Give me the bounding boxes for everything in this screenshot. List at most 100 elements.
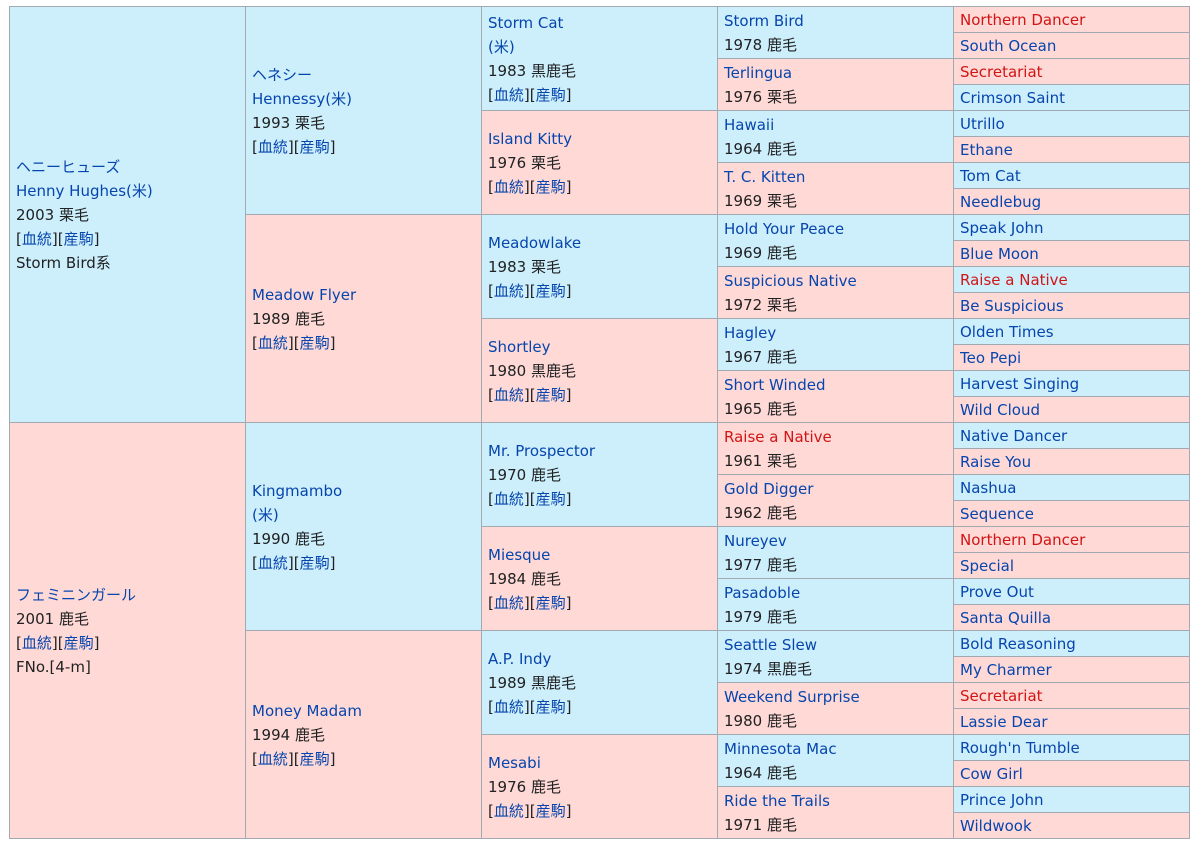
ketto-link[interactable]: 血統 xyxy=(257,137,288,156)
sanku-link[interactable]: 産駒 xyxy=(535,489,566,508)
horse-link[interactable]: Prince John xyxy=(960,790,1044,809)
horse-link-inbred[interactable]: Raise a Native xyxy=(960,270,1068,289)
horse-link[interactable]: Utrillo xyxy=(960,114,1005,133)
horse-link[interactable]: Nureyev xyxy=(724,531,787,550)
horse-link[interactable]: Olden Times xyxy=(960,322,1054,341)
horse-info: 1980 鹿毛 xyxy=(724,711,797,730)
ketto-link[interactable]: 血統 xyxy=(21,633,52,652)
dam-name-link[interactable]: フェミニンガール xyxy=(16,585,137,604)
horse-link[interactable]: Gold Digger xyxy=(724,479,814,498)
ketto-link[interactable]: 血統 xyxy=(493,281,524,300)
horse-link[interactable]: Money Madam xyxy=(252,701,362,720)
horse-link[interactable]: ヘネシー xyxy=(252,65,313,84)
horse-link[interactable]: Harvest Singing xyxy=(960,374,1080,393)
horse-link[interactable]: Wild Cloud xyxy=(960,400,1040,419)
sanku-link[interactable]: 産駒 xyxy=(299,553,330,572)
horse-link[interactable]: (米) xyxy=(488,37,515,56)
horse-link[interactable]: T. C. Kitten xyxy=(724,167,806,186)
horse-link[interactable]: Prove Out xyxy=(960,582,1034,601)
horse-link-inbred[interactable]: Raise a Native xyxy=(724,427,832,446)
horse-link[interactable]: Meadow Flyer xyxy=(252,285,357,304)
horse-link[interactable]: Storm Bird xyxy=(724,11,804,30)
ketto-link[interactable]: 血統 xyxy=(493,85,524,104)
horse-info: 1976 栗毛 xyxy=(488,153,561,172)
ketto-link[interactable]: 血統 xyxy=(21,229,52,248)
horse-link[interactable]: South Ocean xyxy=(960,36,1057,55)
horse-link[interactable]: Bold Reasoning xyxy=(960,634,1076,653)
horse-link-inbred[interactable]: Northern Dancer xyxy=(960,10,1086,29)
horse-link[interactable]: Seattle Slew xyxy=(724,635,818,654)
horse-link[interactable]: Santa Quilla xyxy=(960,608,1052,627)
horse-link[interactable]: Island Kitty xyxy=(488,129,573,148)
horse-link[interactable]: Hawaii xyxy=(724,115,775,134)
horse-link[interactable]: Kingmambo xyxy=(252,481,343,500)
sanku-link[interactable]: 産駒 xyxy=(299,749,330,768)
horse-link[interactable]: Mesabi xyxy=(488,753,541,772)
horse-link[interactable]: Miesque xyxy=(488,545,551,564)
horse-link[interactable]: Needlebug xyxy=(960,192,1042,211)
sanku-link[interactable]: 産駒 xyxy=(535,177,566,196)
g5-cell: Tom Cat xyxy=(953,162,1190,189)
horse-link[interactable]: Wildwook xyxy=(960,816,1032,835)
horse-link[interactable]: Shortley xyxy=(488,337,551,356)
horse-link[interactable]: Ethane xyxy=(960,140,1013,159)
ketto-link[interactable]: 血統 xyxy=(493,801,524,820)
horse-link[interactable]: Weekend Surprise xyxy=(724,687,860,706)
horse-link[interactable]: Be Suspicious xyxy=(960,296,1064,315)
g4-cell: Nureyev 1977 鹿毛 xyxy=(717,526,954,579)
horse-link[interactable]: Hennessy(米) xyxy=(252,89,352,108)
subject-name-en-link[interactable]: Henny Hughes(米) xyxy=(16,181,153,200)
horse-link[interactable]: Speak John xyxy=(960,218,1044,237)
g4-cell: Minnesota Mac 1964 鹿毛 xyxy=(717,734,954,787)
horse-link[interactable]: Rough'n Tumble xyxy=(960,738,1080,757)
horse-link[interactable]: Storm Cat xyxy=(488,13,564,32)
horse-link[interactable]: Teo Pepi xyxy=(960,348,1022,367)
ketto-link[interactable]: 血統 xyxy=(257,553,288,572)
horse-link[interactable]: Crimson Saint xyxy=(960,88,1065,107)
sanku-link[interactable]: 産駒 xyxy=(535,281,566,300)
horse-link[interactable]: Mr. Prospector xyxy=(488,441,596,460)
horse-link-inbred[interactable]: Northern Dancer xyxy=(960,530,1086,549)
sanku-link[interactable]: 産駒 xyxy=(535,697,566,716)
horse-link[interactable]: Minnesota Mac xyxy=(724,739,837,758)
horse-info: 1983 黒鹿毛 xyxy=(488,61,576,80)
horse-link[interactable]: Hold Your Peace xyxy=(724,219,845,238)
sanku-link[interactable]: 産駒 xyxy=(535,85,566,104)
ketto-link[interactable]: 血統 xyxy=(493,593,524,612)
horse-link[interactable]: Lassie Dear xyxy=(960,712,1048,731)
sanku-link[interactable]: 産駒 xyxy=(535,593,566,612)
ketto-link[interactable]: 血統 xyxy=(257,749,288,768)
horse-link[interactable]: Raise You xyxy=(960,452,1032,471)
horse-link[interactable]: Blue Moon xyxy=(960,244,1039,263)
horse-link[interactable]: Short Winded xyxy=(724,375,826,394)
horse-link[interactable]: Nashua xyxy=(960,478,1017,497)
sanku-link[interactable]: 産駒 xyxy=(63,633,94,652)
horse-link[interactable]: Meadowlake xyxy=(488,233,582,252)
ketto-link[interactable]: 血統 xyxy=(493,489,524,508)
horse-link-inbred[interactable]: Secretariat xyxy=(960,686,1043,705)
horse-link[interactable]: Sequence xyxy=(960,504,1034,523)
horse-link[interactable]: Tom Cat xyxy=(960,166,1021,185)
horse-link[interactable]: Native Dancer xyxy=(960,426,1068,445)
sanku-link[interactable]: 産駒 xyxy=(535,801,566,820)
horse-link[interactable]: Terlingua xyxy=(724,63,793,82)
ketto-link[interactable]: 血統 xyxy=(257,333,288,352)
sanku-link[interactable]: 産駒 xyxy=(299,137,330,156)
sanku-link[interactable]: 産駒 xyxy=(535,385,566,404)
ketto-link[interactable]: 血統 xyxy=(493,697,524,716)
horse-link[interactable]: Suspicious Native xyxy=(724,271,857,290)
ketto-link[interactable]: 血統 xyxy=(493,177,524,196)
horse-link[interactable]: (米) xyxy=(252,505,279,524)
horse-link[interactable]: Special xyxy=(960,556,1015,575)
horse-link[interactable]: A.P. Indy xyxy=(488,649,552,668)
sanku-link[interactable]: 産駒 xyxy=(299,333,330,352)
horse-link-inbred[interactable]: Secretariat xyxy=(960,62,1043,81)
horse-link[interactable]: Hagley xyxy=(724,323,777,342)
horse-link[interactable]: Pasadoble xyxy=(724,583,801,602)
horse-link[interactable]: My Charmer xyxy=(960,660,1052,679)
subject-name-ja-link[interactable]: ヘニーヒューズ xyxy=(16,157,121,176)
sanku-link[interactable]: 産駒 xyxy=(63,229,94,248)
ketto-link[interactable]: 血統 xyxy=(493,385,524,404)
horse-link[interactable]: Cow Girl xyxy=(960,764,1023,783)
horse-link[interactable]: Ride the Trails xyxy=(724,791,830,810)
